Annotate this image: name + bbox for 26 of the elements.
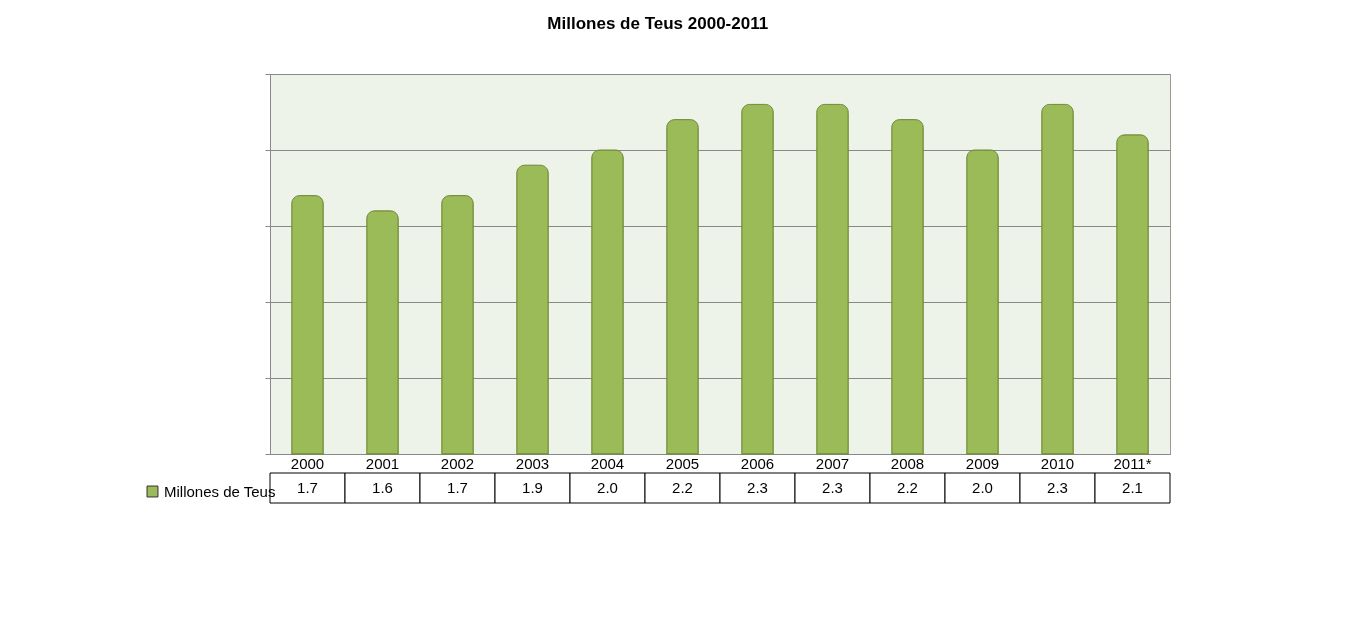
x-tick-label: 2011* — [1113, 454, 1152, 472]
data-label: 1.6 — [372, 479, 393, 496]
legend-label: Millones de Teus — [164, 482, 276, 500]
x-tick-label: 2010 — [1040, 454, 1075, 472]
data-label: 1.9 — [522, 479, 543, 496]
x-tick-label: 2007 — [815, 454, 850, 472]
chart-title: Millones de Teus 2000-2011 — [547, 14, 769, 33]
x-tick-label: 2008 — [890, 454, 925, 472]
data-label: 2.2 — [672, 479, 693, 496]
x-tick-label: 2003 — [515, 454, 550, 472]
x-tick-label: 2002 — [440, 454, 475, 472]
x-tick-label: 2006 — [740, 454, 775, 472]
x-tick-label: 2005 — [665, 454, 700, 472]
data-label: 2.0 — [972, 479, 993, 496]
data-label: 2.1 — [1122, 479, 1143, 496]
data-label: 2.0 — [597, 479, 618, 496]
data-label: 2.3 — [822, 479, 843, 496]
data-label: 2.3 — [1047, 479, 1068, 496]
x-tick-label: 2004 — [590, 454, 625, 472]
data-label: 1.7 — [297, 479, 318, 496]
data-label: 2.3 — [747, 479, 768, 496]
x-tick-label: 2009 — [965, 454, 1000, 472]
x-tick-label: 2001 — [365, 454, 400, 472]
data-label: 2.2 — [897, 479, 918, 496]
data-label: 1.7 — [447, 479, 468, 496]
x-tick-label: 2000 — [290, 454, 325, 472]
